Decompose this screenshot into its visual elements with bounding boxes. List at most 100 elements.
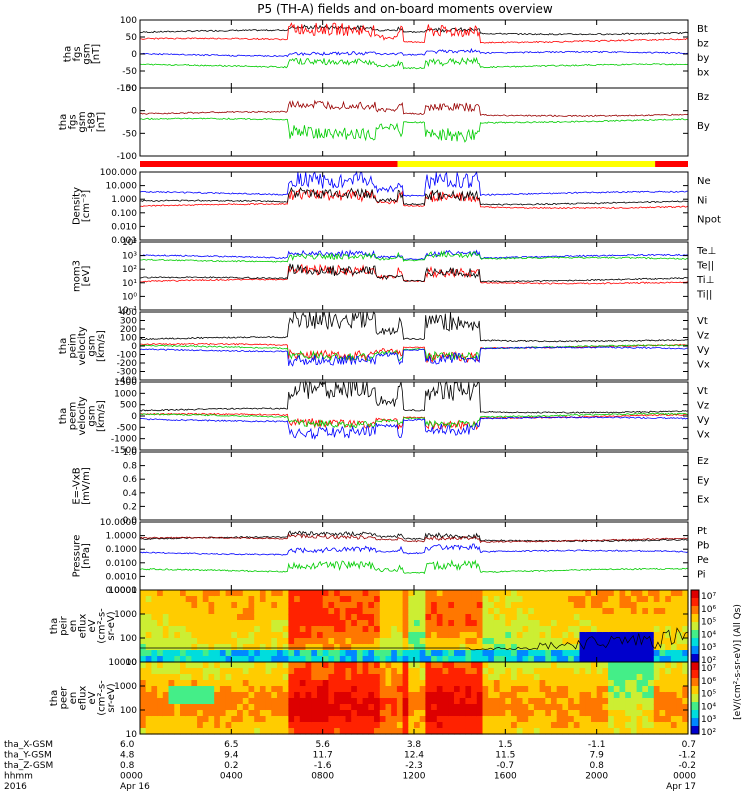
heatmap-cell [242,692,250,699]
heatmap-cell [168,680,175,687]
heatmap-cell [431,596,438,603]
heatmap-cell [180,668,187,675]
ephemeris-cell: 0800 [311,772,334,782]
heatmap-cell [151,620,158,627]
heatmap-cell [180,650,187,657]
y-axis-label-line: gsm [77,111,88,132]
heatmap-cell [516,728,524,735]
heatmap-cell [630,686,638,693]
heatmap-cell [608,662,615,669]
heatmap-cell [585,620,592,627]
heatmap-cell [499,638,506,645]
heatmap-cell [630,590,638,597]
heatmap-cell [630,620,638,627]
heatmap-cell [665,614,672,621]
heatmap-cell [351,620,358,627]
heatmap-cell [151,728,158,735]
heatmap-cell [568,662,575,669]
heatmap-cell [162,596,170,603]
heatmap-cell [568,620,575,627]
heatmap-cell [482,680,489,687]
heatmap-cell [505,632,512,639]
heatmap-cell [676,722,683,729]
heatmap-cell [174,662,181,669]
heatmap-cell [476,662,484,669]
heatmap-cell [288,650,295,657]
heatmap-cell [448,668,455,675]
heatmap-cell [197,620,204,627]
heatmap-cell [676,620,683,627]
heatmap-cell [545,710,552,717]
heatmap-cell [539,716,546,723]
heatmap-cell [619,596,626,603]
heatmap-cell [459,626,466,633]
heatmap-cell [602,596,609,603]
heatmap-cell [345,590,352,597]
heatmap-cell [528,728,535,735]
heatmap-cell [545,638,552,645]
heatmap-cell [402,662,409,669]
heatmap-cell [425,722,432,729]
heatmap-cell [488,608,495,615]
heatmap-cell [254,716,261,723]
heatmap-cell [636,650,643,657]
heatmap-cell [579,596,586,603]
heatmap-cell [231,626,238,633]
panel-pressure: 10.00001.00000.10000.01000.00100.0001Pre… [72,518,710,596]
heatmap-cell [539,728,546,735]
heatmap-cell [454,674,461,681]
heatmap-cell [670,626,678,633]
heatmap-cell [202,692,210,699]
heatmap-cell [191,662,198,669]
heatmap-cell [334,602,341,609]
y-axis-label-line: Pressure [72,535,83,578]
heatmap-cell [442,644,449,651]
heatmap-cell [237,716,244,723]
heatmap-cell [648,704,655,711]
heatmap-cell [613,692,621,699]
heatmap-cell [625,680,632,687]
heatmap-cell [579,722,586,729]
heatmap-cell [659,680,666,687]
heatmap-cell [471,728,478,735]
heatmap-cell [499,650,506,657]
heatmap-cell [591,674,598,681]
heatmap-cell [294,656,301,663]
heatmap-cell [294,704,301,711]
colorbar-tick-label: 10⁵ [701,690,716,700]
heatmap-cell [334,590,341,597]
heatmap-cell [425,656,432,663]
heatmap-cell [294,596,301,603]
heatmap-cell [277,608,284,615]
heatmap-cell [248,680,255,687]
heatmap-cell [242,590,250,597]
heatmap-cell [391,710,398,717]
heatmap-cell [670,590,678,597]
heatmap-cell [174,728,181,735]
heatmap-cell [539,596,546,603]
heatmap-cell [396,680,404,687]
heatmap-cell [254,722,261,729]
heatmap-cell [488,656,495,663]
heatmap-cell [282,680,289,687]
heatmap-cell [596,674,603,681]
heatmap-cell [602,728,609,735]
heatmap-cell [682,680,689,687]
heatmap-cell [551,722,558,729]
heatmap-cell [425,686,432,693]
heatmap-cell [317,656,324,663]
heatmap-cell [265,650,272,657]
heatmap-cell [237,728,244,735]
heatmap-cell [328,650,335,657]
heatmap-cell [602,662,609,669]
heatmap-cell [636,596,643,603]
heatmap-cell [488,590,495,597]
heatmap-cell [602,608,609,615]
heatmap-cell [459,710,466,717]
heatmap-cell [625,686,632,693]
heatmap-cell [648,686,655,693]
ephemeris-row-label: 2016 [4,782,27,792]
heatmap-cell [648,722,655,729]
heatmap-cell [214,722,221,729]
heatmap-cell [185,710,192,717]
